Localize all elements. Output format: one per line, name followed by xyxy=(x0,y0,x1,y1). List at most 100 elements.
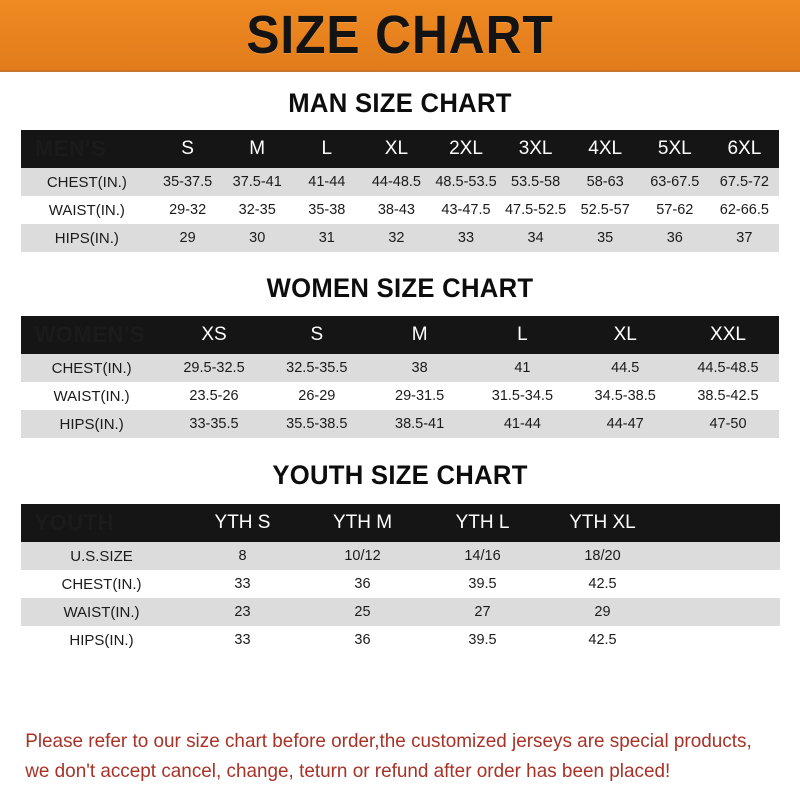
youth-chest-l: 39.5 xyxy=(422,570,543,598)
man-size-header-l: L xyxy=(292,130,362,168)
youth-waist-l: 27 xyxy=(422,598,543,626)
youth-size-header-m: YTH M xyxy=(302,504,423,542)
man-chest-s: 35-37.5 xyxy=(152,168,223,196)
women-hips-m: 38.5-41 xyxy=(368,410,471,438)
man-chest-xl: 44-48.5 xyxy=(361,168,432,196)
man-waist-4xl: 52.5-57 xyxy=(570,196,640,224)
youth-size-header-xl: YTH XL xyxy=(542,504,663,542)
youth-hips-row: HIPS(IN.) 33 36 39.5 42.5 xyxy=(20,626,780,654)
youth-corner-label: YOUTH xyxy=(20,504,183,542)
man-corner-label: MEN'S xyxy=(20,130,153,168)
youth-hips-l: 39.5 xyxy=(422,626,543,654)
youth-hips-s: 33 xyxy=(182,626,303,654)
man-waist-3xl: 47.5-52.5 xyxy=(500,196,571,224)
youth-hips-xl: 42.5 xyxy=(542,626,663,654)
women-table-header-row: WOMEN'S XS S M L XL XXL xyxy=(20,316,780,354)
women-chest-l: 41 xyxy=(471,354,574,382)
women-size-header-s: S xyxy=(265,316,369,354)
women-chest-xxl: 44.5-48.5 xyxy=(676,354,780,382)
man-chest-row: CHEST(IN.) 35-37.5 37.5-41 41-44 44-48.5… xyxy=(20,168,780,196)
man-size-header-m: M xyxy=(222,130,293,168)
man-size-header-3xl: 3XL xyxy=(500,130,571,168)
man-hips-s: 29 xyxy=(152,224,223,252)
youth-chest-label: CHEST(IN.) xyxy=(20,570,183,598)
women-size-header-xl: XL xyxy=(573,316,677,354)
women-size-table: WOMEN'S XS S M L XL XXL CHEST(IN.) 29.5-… xyxy=(20,316,780,438)
man-size-header-6xl: 6XL xyxy=(709,130,780,168)
women-waist-xl: 34.5-38.5 xyxy=(573,382,677,410)
women-chest-label: CHEST(IN.) xyxy=(20,354,163,382)
order-policy-line-2: we don't accept cancel, change, teturn o… xyxy=(25,759,671,782)
man-chest-2xl: 48.5-53.5 xyxy=(431,168,501,196)
women-chest-xs: 29.5-32.5 xyxy=(162,354,266,382)
women-size-header-l: L xyxy=(471,316,574,354)
man-waist-2xl: 43-47.5 xyxy=(431,196,501,224)
women-hips-xs: 33-35.5 xyxy=(162,410,266,438)
man-table-header-row: MEN'S S M L XL 2XL 3XL 4XL 5XL 6XL xyxy=(20,130,780,168)
man-hips-4xl: 35 xyxy=(570,224,640,252)
man-waist-l: 35-38 xyxy=(292,196,362,224)
women-section-title: WOMEN SIZE CHART xyxy=(266,273,534,303)
women-chest-row: CHEST(IN.) 29.5-32.5 32.5-35.5 38 41 44.… xyxy=(20,354,780,382)
man-hips-3xl: 34 xyxy=(500,224,571,252)
man-hips-5xl: 36 xyxy=(639,224,710,252)
women-size-header-m: M xyxy=(368,316,471,354)
youth-waist-filler xyxy=(662,598,780,626)
youth-waist-s: 23 xyxy=(182,598,303,626)
youth-size-table: YOUTH YTH S YTH M YTH L YTH XL U.S.SIZE … xyxy=(20,504,780,654)
youth-waist-xl: 29 xyxy=(542,598,663,626)
women-waist-l: 31.5-34.5 xyxy=(471,382,574,410)
youth-ussize-label: U.S.SIZE xyxy=(20,542,183,570)
youth-ussize-row: U.S.SIZE 8 10/12 14/16 18/20 xyxy=(20,542,780,570)
youth-header-filler xyxy=(662,504,780,542)
women-hips-l: 41-44 xyxy=(471,410,574,438)
women-hips-xxl: 47-50 xyxy=(676,410,780,438)
women-waist-row: WAIST(IN.) 23.5-26 26-29 29-31.5 31.5-34… xyxy=(20,382,780,410)
youth-chest-xl: 42.5 xyxy=(542,570,663,598)
man-waist-s: 29-32 xyxy=(152,196,223,224)
man-hips-6xl: 37 xyxy=(709,224,780,252)
man-waist-xl: 38-43 xyxy=(361,196,432,224)
man-chest-6xl: 67.5-72 xyxy=(709,168,780,196)
youth-table-header-row: YOUTH YTH S YTH M YTH L YTH XL xyxy=(20,504,780,542)
order-policy-notice: Please refer to our size chart before or… xyxy=(0,726,776,786)
youth-hips-filler xyxy=(662,626,780,654)
women-waist-xxl: 38.5-42.5 xyxy=(676,382,780,410)
man-hips-label: HIPS(IN.) xyxy=(20,224,153,252)
youth-ussize-m: 10/12 xyxy=(302,542,423,570)
women-size-header-xxl: XXL xyxy=(676,316,780,354)
man-hips-2xl: 33 xyxy=(431,224,501,252)
women-waist-label: WAIST(IN.) xyxy=(20,382,163,410)
man-chest-m: 37.5-41 xyxy=(222,168,293,196)
women-chest-m: 38 xyxy=(368,354,471,382)
page-title: SIZE CHART xyxy=(246,5,554,65)
women-hips-row: HIPS(IN.) 33-35.5 35.5-38.5 38.5-41 41-4… xyxy=(20,410,780,438)
women-size-header-xs: XS xyxy=(162,316,266,354)
man-hips-row: HIPS(IN.) 29 30 31 32 33 34 35 36 37 xyxy=(20,224,780,252)
man-size-header-s: S xyxy=(152,130,223,168)
youth-chest-row: CHEST(IN.) 33 36 39.5 42.5 xyxy=(20,570,780,598)
man-section-title: MAN SIZE CHART xyxy=(288,88,512,118)
page-banner: SIZE CHART xyxy=(0,0,800,72)
man-waist-m: 32-35 xyxy=(222,196,293,224)
man-chest-label: CHEST(IN.) xyxy=(20,168,153,196)
man-size-header-xl: XL xyxy=(361,130,432,168)
youth-waist-label: WAIST(IN.) xyxy=(20,598,183,626)
women-chest-xl: 44.5 xyxy=(573,354,677,382)
man-chest-5xl: 63-67.5 xyxy=(639,168,710,196)
youth-size-header-l: YTH L xyxy=(422,504,543,542)
man-waist-row: WAIST(IN.) 29-32 32-35 35-38 38-43 43-47… xyxy=(20,196,780,224)
youth-hips-label: HIPS(IN.) xyxy=(20,626,183,654)
man-hips-xl: 32 xyxy=(361,224,432,252)
women-waist-xs: 23.5-26 xyxy=(162,382,266,410)
women-hips-xl: 44-47 xyxy=(573,410,677,438)
women-chest-s: 32.5-35.5 xyxy=(265,354,369,382)
man-waist-label: WAIST(IN.) xyxy=(20,196,153,224)
youth-ussize-l: 14/16 xyxy=(422,542,543,570)
man-chest-l: 41-44 xyxy=(292,168,362,196)
women-hips-label: HIPS(IN.) xyxy=(20,410,163,438)
youth-waist-m: 25 xyxy=(302,598,423,626)
youth-chest-filler xyxy=(662,570,780,598)
man-waist-6xl: 62-66.5 xyxy=(709,196,780,224)
